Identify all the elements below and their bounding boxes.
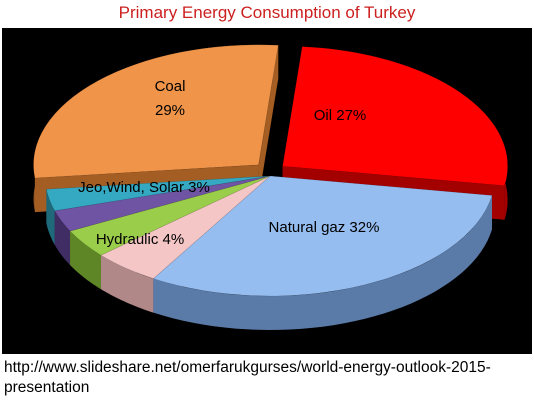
pie-slice-oil-27 [282, 46, 508, 187]
chart-title: Primary Energy Consumption of Turkey [118, 3, 416, 22]
pie-slice-slice-4 [54, 175, 271, 232]
pie-side-slice-4 [54, 210, 71, 266]
slice-label-coal-29-line-2: 29% [155, 102, 185, 119]
slice-label-jeo-wind-solar-3: Jeo,Wind, Solar 3% [78, 179, 210, 196]
slice-label-coal-29-line-1: Coal [155, 78, 186, 95]
pie-slice-natural-gaz-32 [152, 175, 493, 297]
source-note: http://www.slideshare.net/omerfarukgurse… [4, 359, 491, 396]
pie-wall-coal-29 [258, 45, 279, 199]
pie-slice-slice-2 [100, 175, 271, 279]
pie-slice-jeo-wind-solar-3 [46, 175, 271, 212]
pie-side-natural-gaz-32 [153, 195, 492, 330]
pie-side-hydraulic-4 [70, 231, 101, 290]
pie-slice-coal-29 [33, 44, 279, 179]
chart-panel: Oil 27% Natural gaz 32% Hydraulic 4% Jeo,Wi… [2, 28, 532, 354]
pie-side-slice-2 [101, 255, 154, 313]
slice-label-hydraulic-4: Hydraulic 4% [96, 231, 184, 248]
slice-label-oil-27: Oil 27% [314, 107, 367, 124]
pie-side-jeo-wind-solar-3 [46, 189, 55, 245]
pie-chart: Oil 27% Natural gaz 32% Hydraulic 4% Jeo,Wi… [33, 44, 508, 330]
pie-slice-hydraulic-4 [69, 175, 271, 256]
slice-label-natural-gaz-32: Natural gaz 32% [269, 219, 380, 236]
